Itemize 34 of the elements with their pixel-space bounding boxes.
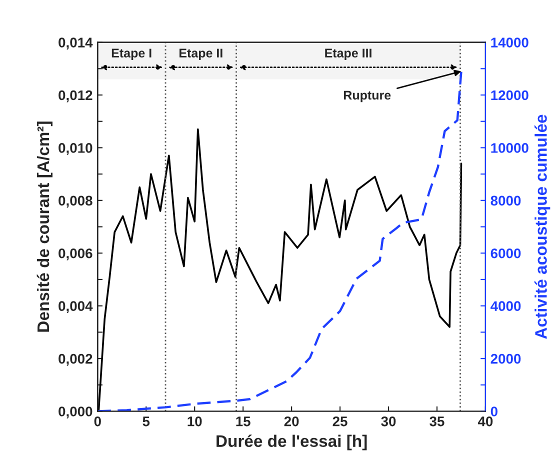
y-tick-label: 0,012 <box>58 90 92 102</box>
y2-tick-label: 14000 <box>491 38 528 48</box>
y-tick-label: 0,004 <box>58 301 93 314</box>
x-tick-label: 35 <box>430 416 444 426</box>
x-tick-label: 5 <box>142 416 150 426</box>
band-label: Etape II <box>180 48 222 60</box>
y-tick-label: 0,000 <box>58 406 92 418</box>
y2-axis-title: Activité acoustique cumulée <box>534 114 550 339</box>
x-tick-label: 0 <box>94 416 101 426</box>
y2-tick-label: 4000 <box>490 301 521 312</box>
line-series <box>98 128 462 412</box>
y2-tick-label: 12000 <box>491 90 528 100</box>
x-axis-title: Durée de l'essai [h] <box>216 434 367 450</box>
annotation: Rupture <box>344 90 391 102</box>
x-tick-label: 15 <box>236 416 250 426</box>
x-tick-label: 40 <box>478 416 493 426</box>
line-series <box>98 70 462 412</box>
x-tick-label: 10 <box>188 416 202 426</box>
x-tick-label: 20 <box>284 416 299 426</box>
y2-tick-label: 2000 <box>490 354 521 364</box>
y-tick-label: 0,002 <box>58 354 92 366</box>
y2-tick-label: 10000 <box>491 143 528 153</box>
x-tick-label: 25 <box>332 416 348 426</box>
y-tick-label: 0,006 <box>58 248 92 260</box>
y2-tick-label: 6000 <box>490 248 521 258</box>
y2-tick-label: 0 <box>490 406 498 416</box>
band-label: Etape III <box>325 48 372 60</box>
band-label: Etape I <box>112 48 152 60</box>
x-tick-label: 30 <box>381 416 396 426</box>
y-tick-label: 0,008 <box>58 196 92 208</box>
y2-tick-label: 8000 <box>490 196 521 206</box>
y-tick-label: 0,010 <box>58 143 92 155</box>
y-tick-label: 0,014 <box>58 38 93 50</box>
y-axis-title: Densité de courant [A/cm²] <box>36 122 52 332</box>
